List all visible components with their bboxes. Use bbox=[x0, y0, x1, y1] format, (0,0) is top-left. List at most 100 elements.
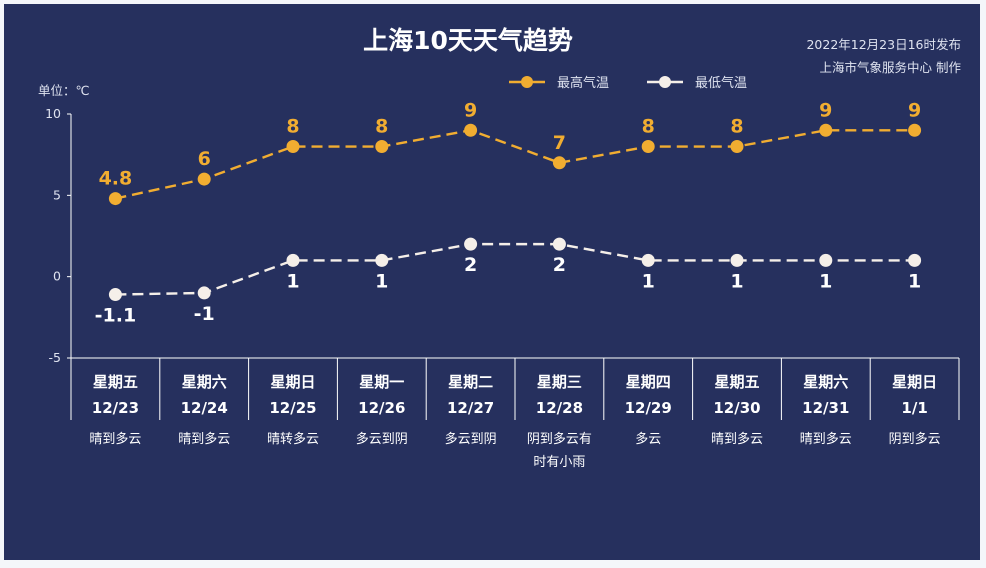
category-date: 12/23 bbox=[92, 399, 139, 417]
data-label: 1 bbox=[908, 270, 921, 292]
category-weather: 晴到多云 bbox=[711, 431, 763, 447]
data-point bbox=[730, 253, 744, 267]
legend-label: 最低气温 bbox=[695, 75, 747, 91]
data-label: -1.1 bbox=[95, 305, 137, 327]
legend-label: 最高气温 bbox=[557, 75, 609, 91]
data-label: 7 bbox=[553, 132, 566, 154]
data-label: 8 bbox=[642, 116, 655, 138]
y-tick-label: -5 bbox=[49, 350, 61, 365]
category-date: 12/28 bbox=[536, 399, 583, 417]
category-12-31: 星期六 12/31 晴到多云 bbox=[800, 373, 852, 447]
category-12-29: 星期四 12/29 多云 bbox=[625, 373, 672, 447]
y-tick-label: 5 bbox=[53, 187, 61, 202]
data-label: 8 bbox=[730, 116, 743, 138]
category-date: 1/1 bbox=[901, 399, 927, 417]
category-1-1: 星期日 1/1 阴到多云 bbox=[889, 373, 941, 447]
category-date: 12/31 bbox=[802, 399, 849, 417]
category-weekday: 星期五 bbox=[714, 373, 759, 391]
category-weekday: 星期二 bbox=[448, 373, 493, 391]
series-layer: 4.8 6 8 8 9 7 8 8 9 9 -1.1 -1 1 1 2 2 1 1 1 1 bbox=[95, 99, 922, 326]
category-weekday: 星期三 bbox=[537, 373, 582, 391]
category-weather: 多云到阴 bbox=[445, 431, 497, 447]
data-point bbox=[197, 172, 211, 186]
series-low-temp: -1.1 -1 1 1 2 2 1 1 1 1 bbox=[95, 237, 922, 327]
category-date: 12/27 bbox=[447, 399, 494, 417]
data-label: -1 bbox=[194, 303, 215, 325]
category-weekday: 星期日 bbox=[270, 373, 315, 391]
category-weather: 阴到多云 bbox=[889, 431, 941, 447]
category-12-27: 星期二 12/27 多云到阴 bbox=[445, 373, 497, 447]
data-point bbox=[819, 253, 833, 267]
category-weekday: 星期五 bbox=[93, 373, 138, 391]
data-point bbox=[375, 140, 389, 154]
category-12-26: 星期一 12/26 多云到阴 bbox=[356, 373, 408, 447]
legend-swatch-marker bbox=[659, 76, 671, 88]
data-point bbox=[908, 253, 922, 267]
data-point bbox=[730, 140, 744, 154]
category-weather: 多云到阴 bbox=[356, 431, 408, 447]
data-point bbox=[375, 253, 389, 267]
issue-time: 2022年12月23日16时发布 bbox=[806, 37, 961, 52]
data-point bbox=[819, 123, 833, 137]
category-axis: 星期五 12/23 晴到多云 星期六 12/24 晴到多云 星期日 12/25 晴转多云 星期一 1… bbox=[89, 373, 940, 470]
data-label: 6 bbox=[198, 148, 211, 170]
chart-title: 上海10天天气趋势 bbox=[363, 26, 573, 55]
category-weekday: 星期四 bbox=[626, 373, 671, 391]
data-point bbox=[464, 123, 478, 137]
data-label: 1 bbox=[819, 270, 832, 292]
data-label: 2 bbox=[553, 254, 566, 276]
category-weather: 晴到多云 bbox=[800, 431, 852, 447]
category-weekday: 星期六 bbox=[182, 373, 227, 391]
series-high-temp: 4.8 6 8 8 9 7 8 8 9 9 bbox=[99, 99, 922, 206]
data-point bbox=[108, 192, 122, 206]
producer-credit: 上海市气象服务中心 制作 bbox=[820, 60, 962, 75]
category-weather: 时有小雨 bbox=[533, 455, 585, 470]
temperature-trend-chart: 上海10天天气趋势 2022年12月23日16时发布 上海市气象服务中心 制作 … bbox=[38, 26, 962, 470]
data-point bbox=[286, 253, 300, 267]
category-weekday: 星期一 bbox=[359, 373, 404, 391]
data-label: 9 bbox=[908, 99, 921, 121]
data-point bbox=[552, 237, 566, 251]
data-label: 2 bbox=[464, 254, 477, 276]
legend-item-low: 最低气温 bbox=[647, 75, 747, 91]
data-label: 1 bbox=[642, 270, 655, 292]
data-label: 1 bbox=[730, 270, 743, 292]
data-label: 8 bbox=[286, 116, 299, 138]
data-label: 9 bbox=[464, 99, 477, 121]
data-label: 1 bbox=[286, 270, 299, 292]
category-weather: 晴到多云 bbox=[89, 431, 141, 447]
data-point bbox=[464, 237, 478, 251]
category-date: 12/29 bbox=[625, 399, 672, 417]
data-point bbox=[197, 286, 211, 300]
data-point bbox=[552, 156, 566, 170]
y-tick-label: 0 bbox=[53, 269, 61, 284]
category-date: 12/26 bbox=[358, 399, 405, 417]
legend-item-high: 最高气温 bbox=[509, 75, 609, 91]
category-12-23: 星期五 12/23 晴到多云 bbox=[89, 373, 141, 447]
data-label: 8 bbox=[375, 116, 388, 138]
data-point bbox=[641, 140, 655, 154]
legend: 最高气温 最低气温 bbox=[509, 75, 747, 91]
series-line bbox=[115, 129, 915, 200]
data-point bbox=[641, 253, 655, 267]
axes: 10 5 0 -5 bbox=[45, 106, 960, 420]
legend-swatch-marker bbox=[521, 76, 533, 88]
data-point bbox=[108, 288, 122, 302]
data-point bbox=[908, 123, 922, 137]
category-weather: 阴到多云有 bbox=[527, 431, 592, 447]
category-12-25: 星期日 12/25 晴转多云 bbox=[267, 373, 319, 447]
series-line bbox=[115, 242, 915, 296]
category-date: 12/30 bbox=[713, 399, 760, 417]
category-12-30: 星期五 12/30 晴到多云 bbox=[711, 373, 763, 447]
y-tick-label: 10 bbox=[45, 106, 61, 121]
data-label: 9 bbox=[819, 99, 832, 121]
chart-panel: 上海10天天气趋势 2022年12月23日16时发布 上海市气象服务中心 制作 … bbox=[4, 4, 980, 560]
data-point bbox=[286, 140, 300, 154]
category-weekday: 星期日 bbox=[892, 373, 937, 391]
y-axis-unit-label: 单位：℃ bbox=[38, 83, 90, 98]
category-date: 12/25 bbox=[269, 399, 316, 417]
category-weather: 多云 bbox=[635, 431, 661, 447]
category-12-24: 星期六 12/24 晴到多云 bbox=[178, 373, 230, 447]
category-date: 12/24 bbox=[181, 399, 228, 417]
